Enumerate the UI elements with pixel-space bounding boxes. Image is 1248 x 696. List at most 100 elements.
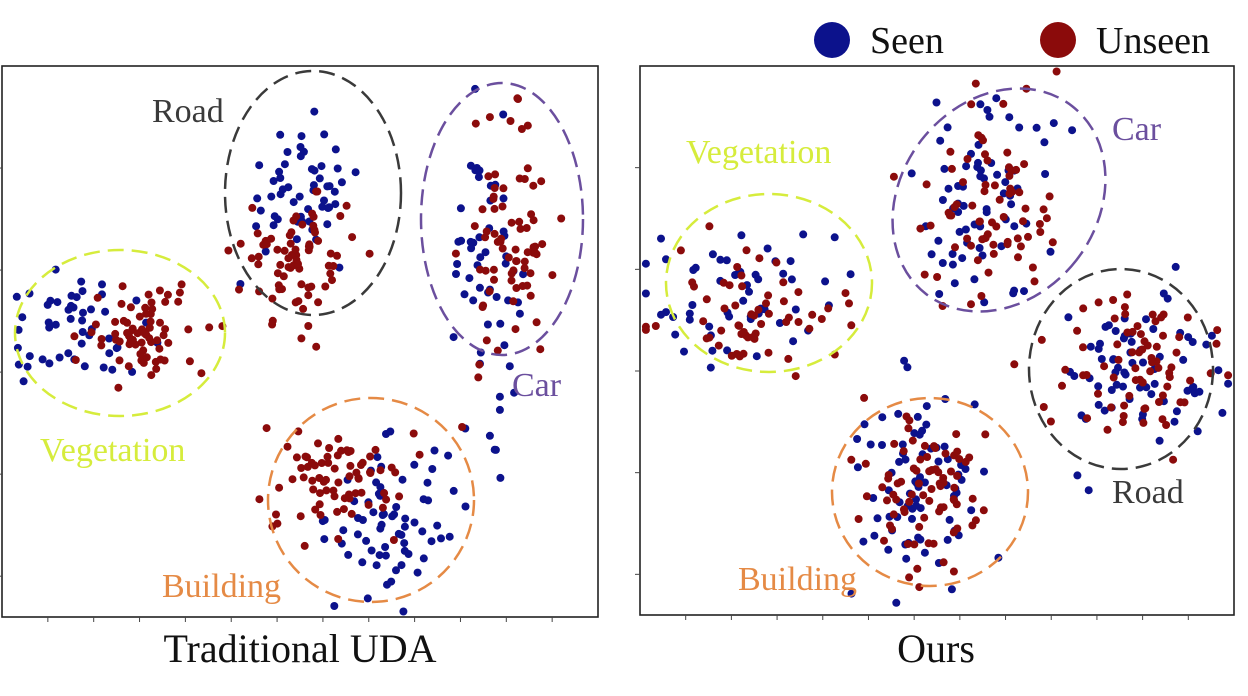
seen-point [80,362,89,371]
unseen-point [285,231,294,240]
unseen-point [137,338,146,347]
seen-point [983,106,992,114]
seen-point [934,236,943,245]
seen-point [1015,123,1024,132]
unseen-point [1003,240,1012,249]
unseen-point [794,318,803,326]
unseen-point [321,282,330,291]
unseen-point [999,213,1008,221]
unseen-point [159,331,168,340]
unseen-point [748,333,757,342]
unseen-point [1128,348,1137,357]
unseen-point [517,125,526,133]
seen-point [973,163,982,172]
seen-point [392,566,400,575]
unseen-point [111,317,120,326]
seen-point [1040,138,1049,147]
seen-point [870,531,879,540]
unseen-point [1158,391,1167,400]
seen-point [1214,366,1223,375]
seen-point [846,270,855,279]
unseen-point [537,177,546,186]
unseen-point [312,342,321,351]
legend-unseen-label: Unseen [1096,20,1210,62]
unseen-point [115,337,124,346]
unseen-point [941,449,950,458]
seen-point [261,247,270,256]
unseen-point [889,510,898,519]
seen-point [267,192,276,201]
seen-point [1101,322,1110,331]
unseen-point [847,321,856,330]
unseen-point [944,208,953,217]
seen-point [461,502,470,511]
unseen-point [284,254,293,263]
seen-point [860,420,869,429]
seen-point [943,123,952,132]
seen-point [399,607,408,616]
unseen-point [119,316,128,325]
seen-point [938,196,947,204]
unseen-point [1016,242,1025,251]
unseen-point [111,329,120,338]
unseen-point [699,317,708,326]
seen-point [1005,113,1014,122]
unseen-point [313,187,322,196]
unseen-point [376,466,385,475]
seen-point [410,460,419,469]
seen-point [976,100,985,109]
seen-point [476,253,485,262]
seen-point [19,377,28,386]
seen-point [898,440,907,449]
seen-point [1119,382,1127,391]
unseen-point [532,318,541,327]
unseen-point [279,272,288,281]
unseen-point [1030,277,1039,286]
unseen-point [248,203,257,212]
seen-point [317,162,326,171]
unseen-point [1176,398,1185,407]
unseen-point [764,309,773,318]
seen-point [922,402,931,411]
unseen-point [523,121,532,130]
unseen-point [990,181,999,190]
seen-point [481,248,490,257]
unseen-point [118,282,127,291]
seen-point [958,254,967,263]
seen-point [1073,471,1082,480]
seen-point [1041,170,1050,178]
unseen-point [1100,362,1109,371]
unseen-point [1213,326,1222,335]
unseen-point [989,240,998,249]
unseen-point [354,474,363,483]
unseen-point [476,265,484,274]
unseen-point [538,240,547,249]
seen-point [335,263,344,272]
unseen-point [883,496,891,505]
unseen-point [504,253,513,262]
unseen-point [470,222,479,231]
seen-point [708,346,717,355]
unseen-point [395,492,404,501]
unseen-point [311,228,319,237]
unseen-point [905,497,914,506]
seen-point [745,287,753,296]
seen-point [105,349,114,358]
cluster-label-vegetation: Vegetation [686,134,831,171]
seen-point [821,277,830,286]
unseen-point [314,439,322,448]
seen-point [947,585,956,594]
unseen-point [1110,314,1119,323]
unseen-point [981,180,990,189]
seen-point [98,280,106,289]
seen-point [491,445,500,454]
unseen-point [490,204,499,213]
unseen-point [262,424,271,433]
unseen-point [163,290,172,299]
unseen-point [1039,205,1048,214]
unseen-point [747,310,756,319]
seen-point [295,192,304,201]
unseen-point [889,490,898,499]
unseen-point [908,436,917,445]
unseen-point [334,535,343,543]
